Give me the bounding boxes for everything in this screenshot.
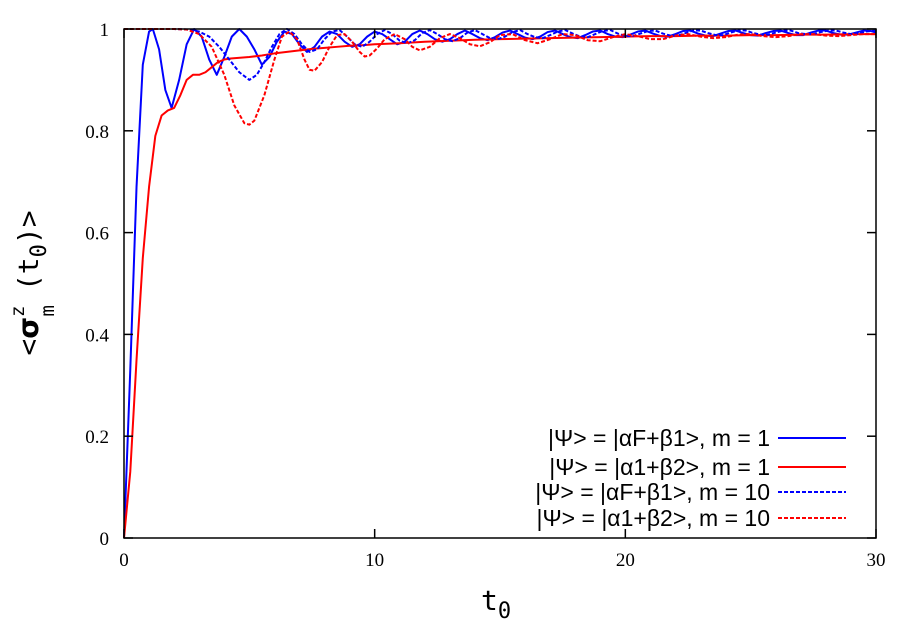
y-tick-label: 0.2 (85, 427, 109, 448)
x-axis-title: t0 (481, 584, 511, 624)
y-tick-label: 0 (100, 529, 110, 550)
y-tick-label: 1 (100, 20, 110, 41)
series-line-4 (124, 28, 876, 126)
x-tick-label: 0 (119, 550, 129, 571)
y-axis-title: <σz m(t0)> (7, 210, 59, 355)
x-tick-label: 20 (616, 550, 635, 571)
series-line-2 (123, 33, 876, 539)
series-line-3 (124, 28, 877, 81)
y-tick-label: 0.4 (85, 325, 109, 346)
x-tick-label: 10 (365, 550, 384, 571)
legend-label-2: |Ψ> = |α1+β2>, m = 1 (549, 454, 770, 480)
y-tick-label: 0.8 (85, 122, 109, 143)
plot-frame (123, 28, 877, 539)
legend-label-4: |Ψ> = |α1+β2>, m = 10 (536, 505, 770, 531)
x-tick-label: 30 (867, 550, 886, 571)
legend-label-1: |Ψ> = |αF+β1>, m = 1 (548, 425, 770, 451)
legend: |Ψ> = |αF+β1>, m = 1 |Ψ> = |α1+β2>, m = 1… (535, 425, 846, 531)
tick-layer: 0 10 20 30 0 0.2 0.4 0.6 0.8 1 (85, 20, 885, 571)
y-tick-label: 0.6 (85, 224, 109, 245)
legend-label-3: |Ψ> = |αF+β1>, m = 10 (535, 479, 770, 505)
